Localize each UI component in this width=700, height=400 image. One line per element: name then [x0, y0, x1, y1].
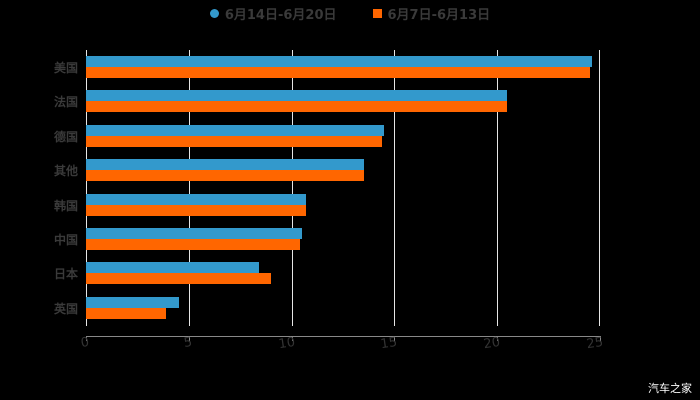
bar-series-1[interactable]	[86, 307, 167, 319]
y-category-label: 英国	[53, 301, 78, 316]
x-tick-label: 10	[277, 335, 296, 353]
bar-series-0[interactable]	[86, 159, 364, 171]
x-tick	[188, 336, 190, 341]
y-category-label: 其他	[53, 164, 78, 179]
x-tick-label: 20	[482, 335, 502, 353]
y-category-label: 法国	[53, 95, 78, 110]
x-tick	[394, 336, 396, 341]
bar-series-0[interactable]	[86, 296, 179, 308]
x-tick	[497, 336, 499, 341]
bar-series-1[interactable]	[86, 101, 508, 113]
gridline	[86, 50, 87, 326]
y-category-label: 美国	[53, 61, 78, 75]
gridline	[599, 50, 600, 326]
x-tick-label: 25	[585, 335, 605, 353]
x-tick-label: 0	[79, 335, 91, 352]
y-category-label: 韩国	[53, 198, 78, 213]
bar-series-1[interactable]	[86, 67, 590, 78]
gridline	[394, 50, 396, 326]
bar-series-0[interactable]	[86, 193, 306, 205]
y-category-label: 日本	[53, 267, 78, 282]
x-tick-label: 5	[182, 335, 193, 352]
watermark: 汽车之家	[648, 382, 692, 395]
bar-series-0[interactable]	[86, 262, 259, 274]
x-axis-line	[86, 336, 600, 337]
legend-label: 6月7日-6月13日	[387, 8, 491, 23]
bar-series-0[interactable]	[86, 228, 302, 239]
legend-item-series-0[interactable]: 6月14日-6月20日	[209, 4, 337, 23]
x-tick	[291, 336, 293, 341]
bar-series-1[interactable]	[86, 273, 272, 285]
bar-series-1[interactable]	[86, 239, 300, 250]
legend-label: 6月14日-6月20日	[224, 8, 337, 23]
bar-series-1[interactable]	[86, 204, 306, 216]
x-tick	[600, 336, 601, 341]
bar-series-1[interactable]	[86, 170, 364, 182]
bar-series-0[interactable]	[86, 56, 592, 67]
gridline	[188, 50, 190, 326]
legend-square-icon	[372, 9, 382, 18]
x-tick	[86, 336, 87, 341]
plot-area	[86, 50, 600, 326]
bar-series-0[interactable]	[86, 90, 508, 102]
gridline	[291, 50, 293, 326]
x-tick-label: 15	[380, 335, 399, 353]
bar-series-0[interactable]	[86, 124, 385, 136]
bar-series-1[interactable]	[86, 135, 383, 147]
legend-dot-icon	[209, 9, 219, 18]
legend-item-series-1[interactable]: 6月7日-6月13日	[372, 4, 491, 23]
y-category-label: 德国	[53, 129, 78, 144]
gridline	[497, 50, 499, 326]
y-category-label: 中国	[53, 233, 78, 247]
chart-legend: 6月14日-6月20日 6月7日-6月13日	[0, 4, 700, 23]
